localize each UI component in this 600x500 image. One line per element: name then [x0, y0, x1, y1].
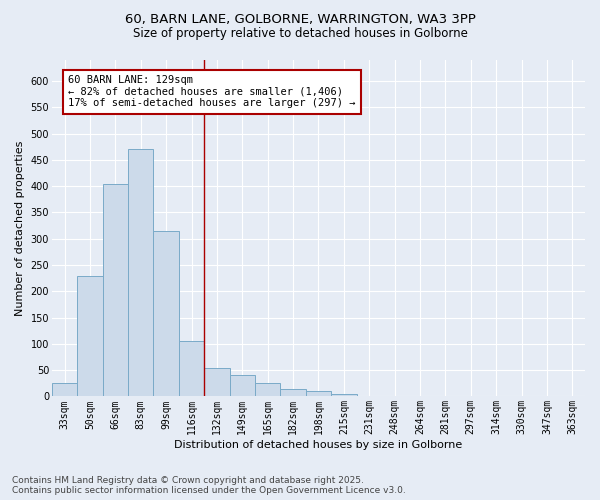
- Bar: [52, 384, 77, 396]
- Bar: [77, 276, 103, 396]
- Bar: [154, 231, 179, 396]
- Bar: [204, 368, 230, 396]
- Bar: [331, 394, 356, 396]
- Y-axis label: Number of detached properties: Number of detached properties: [15, 140, 25, 316]
- Text: Contains HM Land Registry data © Crown copyright and database right 2025.
Contai: Contains HM Land Registry data © Crown c…: [12, 476, 406, 495]
- Text: 60 BARN LANE: 129sqm
← 82% of detached houses are smaller (1,406)
17% of semi-de: 60 BARN LANE: 129sqm ← 82% of detached h…: [68, 75, 355, 108]
- Bar: [103, 184, 128, 396]
- X-axis label: Distribution of detached houses by size in Golborne: Distribution of detached houses by size …: [175, 440, 463, 450]
- Bar: [255, 384, 280, 396]
- Bar: [128, 150, 154, 396]
- Bar: [230, 376, 255, 396]
- Bar: [306, 391, 331, 396]
- Text: 60, BARN LANE, GOLBORNE, WARRINGTON, WA3 3PP: 60, BARN LANE, GOLBORNE, WARRINGTON, WA3…: [125, 12, 475, 26]
- Bar: [280, 388, 306, 396]
- Bar: [179, 341, 204, 396]
- Text: Size of property relative to detached houses in Golborne: Size of property relative to detached ho…: [133, 28, 467, 40]
